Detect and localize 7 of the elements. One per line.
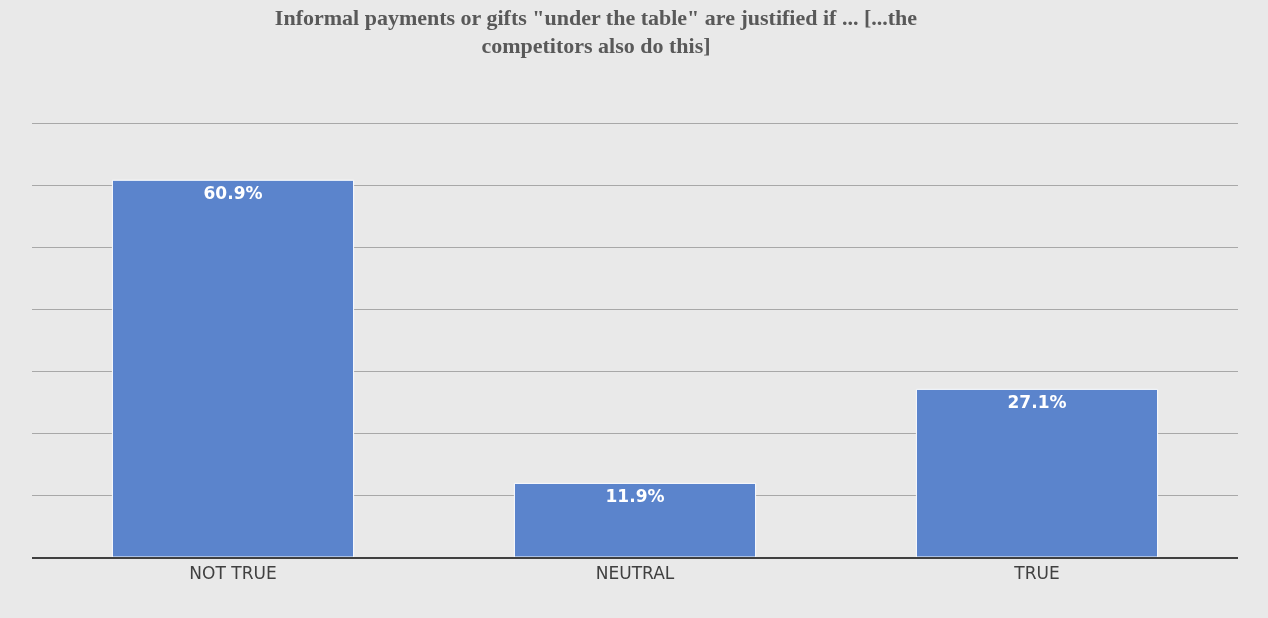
x-tick-label: NEUTRAL (595, 563, 675, 584)
chart-title: Informal payments or gifts "under the table" are justified if ... [...the competitors also do this] (274, 4, 918, 59)
data-label: 27.1% (1007, 392, 1067, 413)
data-label: 11.9% (605, 486, 665, 507)
data-label: 60.9% (203, 183, 263, 204)
x-tick-label: TRUE (1013, 563, 1060, 584)
x-tick-label: NOT TRUE (189, 563, 277, 584)
